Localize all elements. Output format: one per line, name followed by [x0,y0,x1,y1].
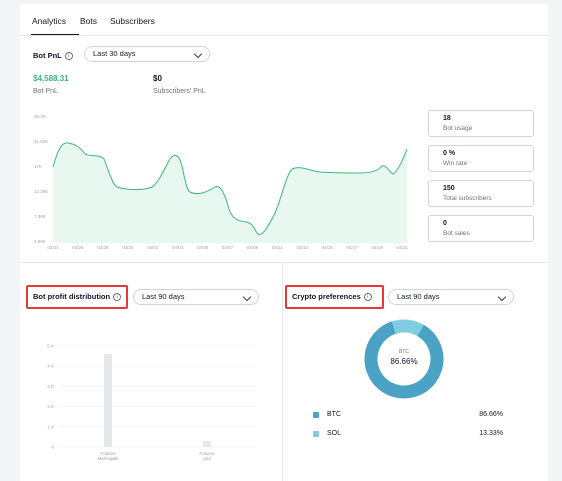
tab-bar: Analytics Bots Subscribers [20,4,548,36]
crypto-preferences-title-highlight [285,285,384,309]
profit-distribution-title-text: Bot profit distribution [33,292,111,301]
y-tick: 2 K [47,404,54,409]
x-tick: 04/19 [371,245,383,250]
profit-range-value: Last 90 days [142,292,185,301]
pnl-line-chart: 26.4K 21.63K 17K 12.19K 7.38K 2.59K 03/2… [34,114,408,250]
pnl-x-axis: 03/24 03/26 03/28 03/30 04/01 04/03 04/05 04/07… [47,245,408,250]
metric-label: Total subscribers [443,195,492,202]
metric-label: Bot usage [443,125,473,132]
metric-value: 0 [443,220,447,227]
tab-divider [20,35,548,36]
x-tick: 04/09 [247,245,259,250]
donut-center-label: BTC [399,349,409,355]
donut-slice-btc [364,321,444,399]
pnl-area [53,142,407,243]
section-divider [20,262,548,263]
metric-value: 150 [443,185,455,192]
donut-center-value: 86.66% [390,357,417,366]
profit-chart-plot: 5 K4 K3 K2 K1 K0FuturesMartingaleFutures… [47,344,256,461]
pnl-y-axis: 26.4K 21.63K 17K 12.19K 7.38K 2.59K [34,114,48,244]
chevron-down-icon [497,292,507,302]
analytics-card: Analytics Bots Subscribers Bot PnL i Last… [20,4,548,481]
y-tick: 3 K [47,384,54,389]
active-tab-indicator [31,34,79,36]
x-tick-label: Futures [100,451,116,456]
bot-pnl-title-text: Bot PnL [33,51,62,60]
pnl-line [52,142,408,236]
legend-value: 86.66% [479,411,503,418]
y-tick: 17K [34,164,42,169]
x-tick: 04/01 [147,245,159,250]
y-tick: 26.4K [34,114,46,119]
metric-win-rate: 0 % Win rate [428,145,534,172]
pnl-range-value: Last 30 days [93,49,136,58]
legend-item-btc: BTC 86.66% [313,411,513,421]
y-tick: 0 [51,445,54,450]
metric-label: Win rate [443,160,468,167]
bar [203,440,211,447]
bot-pnl-label: Bot PnL [33,88,58,95]
profit-distribution-title: Bot profit distribution i [33,292,122,302]
legend-label: BTC [327,411,341,418]
legend-swatch [313,412,319,418]
y-tick: 4 K [47,364,54,369]
x-tick: 04/13 [297,245,309,250]
y-tick: 2.59K [34,239,46,244]
metric-bot-sales: 0 Bot sales [428,215,534,242]
tab-subscribers[interactable]: Subscribers [110,16,155,26]
legend-value: 13.33% [479,430,503,437]
info-icon[interactable]: i [363,293,372,302]
metric-value: 0 % [443,150,456,157]
y-tick: 21.63K [34,139,48,144]
x-tick: 03/24 [47,245,59,250]
crypto-donut-chart: BTC 86.66% [364,319,444,399]
y-tick: 12.19K [34,189,48,194]
x-tick: 04/17 [347,245,359,250]
x-tick: 04/07 [222,245,234,250]
y-tick: 1 K [47,424,54,429]
metric-label: Bot sales [443,230,470,237]
y-tick: 7.38K [34,214,46,219]
chevron-down-icon [242,292,252,302]
y-tick: 5 K [47,344,54,349]
subscribers-pnl-label: Subscribers' PnL [153,88,206,95]
bar [104,354,112,447]
info-icon[interactable]: i [113,293,122,302]
crypto-range-select[interactable]: Last 90 days [388,289,514,305]
x-tick-label: Futures [199,451,215,456]
x-tick: 04/15 [322,245,334,250]
bot-pnl-value: $4,588.31 [33,74,69,83]
bot-pnl-title: Bot PnL i [33,51,73,61]
x-tick: 03/30 [122,245,134,250]
profit-bar-chart: 5 K4 K3 K2 K1 K0FuturesMartingaleFutures… [47,344,256,461]
profit-distribution-title-highlight [26,285,128,309]
x-tick-label: Martingale [97,456,119,461]
x-tick: 04/03 [172,245,184,250]
crypto-preferences-title-text: Crypto preferences [292,292,361,301]
profit-range-select[interactable]: Last 90 days [133,289,259,305]
metric-bot-usage: 18 Bot usage [428,110,534,137]
donut-slice-sol [391,319,424,337]
x-tick: 03/26 [72,245,84,250]
tab-analytics[interactable]: Analytics [32,16,67,26]
donut-slices [364,319,444,399]
crypto-preferences-title: Crypto preferences i [292,292,372,302]
chevron-down-icon [193,49,203,59]
x-tick-label: grid [203,456,211,461]
info-icon[interactable]: i [64,52,73,61]
crypto-range-value: Last 90 days [397,292,440,301]
legend-swatch [313,431,319,437]
subscribers-pnl-value: $0 [153,74,162,83]
metric-value: 18 [443,115,451,122]
tab-bots[interactable]: Bots [80,16,98,26]
x-tick: 04/21 [396,245,408,250]
x-tick: 03/28 [97,245,109,250]
legend-item-sol: SOL 13.33% [313,430,513,440]
column-divider [282,263,283,481]
pnl-range-select[interactable]: Last 30 days [84,46,210,62]
metric-total-subscribers: 150 Total subscribers [428,180,534,207]
x-tick: 04/11 [272,245,283,250]
legend-label: SOL [327,430,342,437]
x-tick: 04/05 [197,245,209,250]
